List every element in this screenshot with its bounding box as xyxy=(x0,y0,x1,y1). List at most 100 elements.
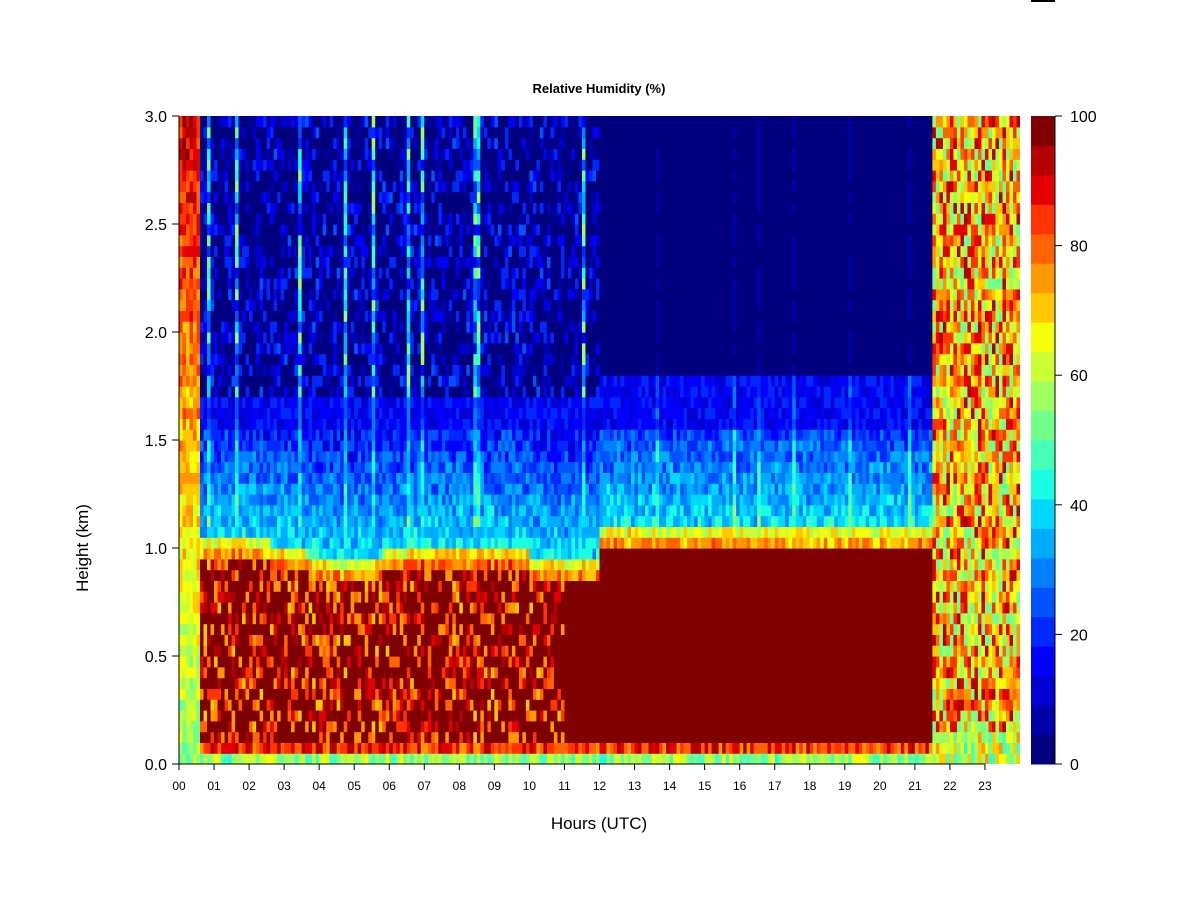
heatmap-cell xyxy=(196,634,201,646)
heatmap-cell xyxy=(417,126,422,139)
heatmap-cell xyxy=(364,267,369,279)
heatmap-cell xyxy=(333,461,338,473)
heatmap-cell xyxy=(424,202,429,214)
heatmap-cell xyxy=(224,742,229,754)
heatmap-cell xyxy=(424,483,429,495)
heatmap-cell xyxy=(427,483,432,495)
heatmap-cell xyxy=(448,418,453,430)
heatmap-cell xyxy=(242,548,247,560)
heatmap-cell xyxy=(340,537,345,549)
heatmap-cell xyxy=(284,440,289,452)
heatmap-cell xyxy=(291,710,296,722)
heatmap-cell xyxy=(277,634,282,646)
heatmap-cell xyxy=(189,342,194,355)
heatmap-cell xyxy=(354,148,359,160)
heatmap-cell xyxy=(357,321,362,333)
heatmap-cell xyxy=(210,137,215,149)
heatmap-cell xyxy=(277,278,282,290)
heatmap-cell xyxy=(294,202,299,214)
heatmap-cell xyxy=(238,418,243,430)
heatmap-cell xyxy=(392,407,397,419)
heatmap-cell xyxy=(252,321,257,333)
heatmap-cell xyxy=(382,666,387,679)
heatmap-cell xyxy=(312,688,317,700)
heatmap-cell xyxy=(238,170,243,182)
heatmap-cell xyxy=(424,321,429,333)
heatmap-cell xyxy=(193,450,198,463)
heatmap-cell xyxy=(329,180,334,193)
heatmap-cell xyxy=(368,288,373,301)
heatmap-cell xyxy=(301,310,306,322)
heatmap-cell xyxy=(231,483,236,495)
heatmap-cell xyxy=(256,224,261,236)
heatmap-cell xyxy=(389,278,394,290)
heatmap-cell xyxy=(284,666,289,679)
heatmap-cell xyxy=(193,342,198,355)
heatmap-cell xyxy=(189,332,194,344)
heatmap-cell xyxy=(343,180,348,193)
heatmap-cell xyxy=(413,602,418,614)
heatmap-cell xyxy=(207,288,212,301)
heatmap-cell xyxy=(452,234,457,247)
heatmap-cell xyxy=(371,429,376,441)
heatmap-cell xyxy=(375,634,380,646)
heatmap-cell xyxy=(186,645,191,657)
heatmap-cell xyxy=(203,731,208,743)
heatmap-cell xyxy=(329,494,334,506)
heatmap-cell xyxy=(340,645,345,657)
heatmap-cell xyxy=(277,299,282,311)
heatmap-cell xyxy=(189,602,194,614)
heatmap-cell xyxy=(466,256,471,268)
heatmap-cell xyxy=(210,742,215,754)
heatmap-cell xyxy=(200,407,205,419)
heatmap-cell xyxy=(329,310,334,322)
heatmap-cell xyxy=(263,213,268,225)
heatmap-cell xyxy=(455,580,460,592)
heatmap-cell xyxy=(196,731,201,743)
heatmap-cell xyxy=(249,710,254,722)
heatmap-cell xyxy=(252,688,257,700)
heatmap-cell xyxy=(193,591,198,603)
heatmap-cell xyxy=(434,666,439,679)
heatmap-cell xyxy=(210,483,215,495)
heatmap-cell xyxy=(200,526,205,538)
heatmap-cell xyxy=(256,591,261,603)
heatmap-cell xyxy=(291,396,296,409)
heatmap-cell xyxy=(350,440,355,452)
heatmap-cell xyxy=(207,699,212,711)
heatmap-cell xyxy=(256,256,261,268)
heatmap-cell xyxy=(406,666,411,679)
heatmap-cell xyxy=(333,569,338,581)
heatmap-cell xyxy=(410,753,415,764)
heatmap-cell xyxy=(431,213,436,225)
heatmap-cell xyxy=(294,332,299,344)
heatmap-cell xyxy=(431,742,436,754)
heatmap-cell xyxy=(417,526,422,538)
heatmap-cell xyxy=(186,418,191,430)
heatmap-cell xyxy=(270,256,275,268)
heatmap-cell xyxy=(382,342,387,355)
heatmap-cell xyxy=(217,494,222,506)
heatmap-cell xyxy=(364,515,369,527)
heatmap-cell xyxy=(438,202,443,214)
heatmap-cell xyxy=(245,126,250,139)
heatmap-cell xyxy=(249,170,254,182)
heatmap-cell xyxy=(357,375,362,387)
heatmap-cell xyxy=(413,213,418,225)
heatmap-cell xyxy=(266,267,271,279)
heatmap-cell xyxy=(413,753,418,764)
heatmap-cell xyxy=(417,515,422,527)
heatmap-cell xyxy=(420,645,425,657)
heatmap-cell xyxy=(273,645,278,657)
heatmap-cell xyxy=(340,375,345,387)
heatmap-cell xyxy=(305,396,310,409)
heatmap-cell xyxy=(445,137,450,149)
heatmap-cell xyxy=(238,515,243,527)
heatmap-cell xyxy=(336,213,341,225)
heatmap-cell xyxy=(333,116,338,128)
heatmap-cell xyxy=(203,440,208,452)
heatmap-cell xyxy=(308,591,313,603)
heatmap-cell xyxy=(396,353,401,365)
heatmap-cell xyxy=(406,731,411,743)
heatmap-cell xyxy=(319,645,324,657)
